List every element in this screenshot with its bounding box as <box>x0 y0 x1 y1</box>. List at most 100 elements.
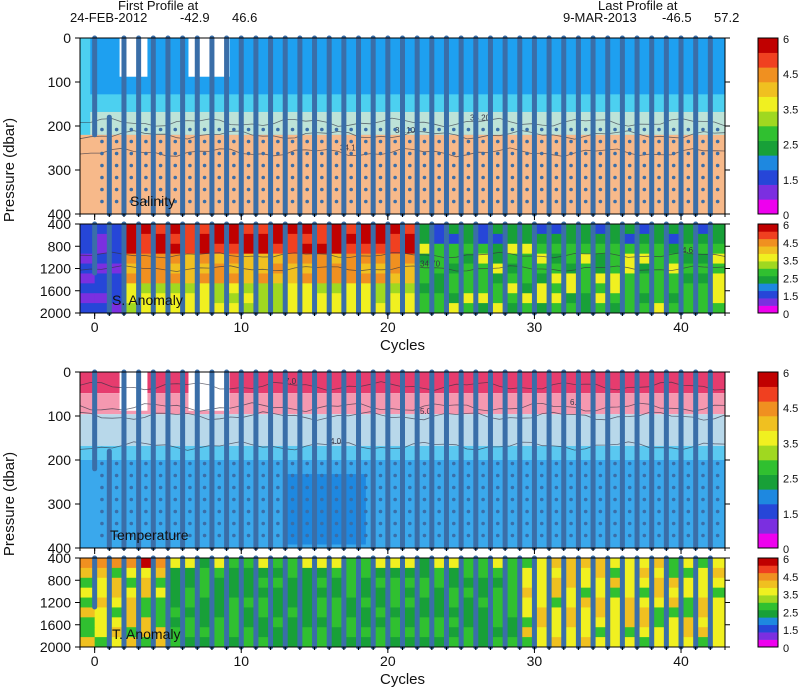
anomaly-cell <box>637 293 653 304</box>
sample-dot <box>173 461 178 466</box>
colorbar-cell <box>758 96 778 112</box>
anomaly-cell <box>329 567 345 579</box>
anomaly-cell <box>94 283 110 294</box>
anomaly-cell <box>681 567 697 579</box>
anomaly-cell <box>241 303 257 314</box>
sample-dot <box>715 509 720 514</box>
anomaly-cell <box>490 273 506 284</box>
anomaly-cell <box>358 637 374 648</box>
sample-dot <box>261 151 266 156</box>
sample-dot <box>202 163 207 168</box>
sample-dot <box>276 199 280 204</box>
sample-dot <box>642 199 647 204</box>
anomaly-cell <box>622 293 638 304</box>
sample-dot <box>569 175 573 180</box>
sample-dot <box>701 473 705 478</box>
sample-dot <box>525 187 529 192</box>
anomaly-cell <box>461 617 477 628</box>
sample-dot <box>276 521 280 526</box>
anomaly-cell <box>167 627 184 638</box>
anomaly-cell <box>80 607 96 618</box>
anomaly-cell <box>563 243 579 255</box>
anomaly-cell <box>255 627 272 638</box>
anomaly-cell <box>211 567 228 579</box>
sample-dot <box>393 187 397 192</box>
colorbar-cell <box>758 155 778 171</box>
sample-dot <box>583 187 588 192</box>
anomaly-cell <box>622 233 638 245</box>
sample-dot <box>202 127 207 132</box>
sample-dot <box>671 533 676 538</box>
anomaly-cell <box>549 577 565 589</box>
anomaly-cell <box>695 558 711 569</box>
sample-dot <box>466 461 471 466</box>
sample-dot <box>408 187 412 192</box>
sample-dot <box>701 151 705 156</box>
anomaly-cell <box>343 293 360 304</box>
anomaly-cell <box>534 243 550 255</box>
anomaly-cell <box>197 587 213 599</box>
sample-dot <box>701 533 705 538</box>
missing-data <box>188 38 230 77</box>
anomaly-cell <box>549 224 565 235</box>
anomaly-cell <box>94 577 110 589</box>
anomaly-cell <box>94 224 110 235</box>
sample-dot <box>642 485 647 490</box>
anomaly-cell <box>431 597 447 608</box>
sample-dot <box>217 199 222 204</box>
anomaly-cell <box>197 567 213 579</box>
sample-dot <box>290 461 295 466</box>
sample-dot <box>569 485 573 490</box>
colorbar-label: 2.5 <box>783 140 798 152</box>
sample-dot <box>144 175 148 180</box>
sample-dot <box>349 127 353 132</box>
anomaly-cell <box>666 263 682 274</box>
x-tick-label: 30 <box>527 653 543 669</box>
anomaly-cell <box>94 253 110 265</box>
anomaly-cell <box>461 283 477 294</box>
sample-dot <box>276 151 280 156</box>
anomaly-cell <box>153 587 169 599</box>
anomaly-cell <box>387 224 403 235</box>
anomaly-cell <box>695 253 711 265</box>
anomaly-cell <box>197 233 213 245</box>
sample-dot <box>437 139 441 144</box>
sample-dot <box>481 163 485 168</box>
sample-dot <box>481 497 485 502</box>
panel-title: S. Anomaly <box>112 292 183 308</box>
anomaly-cell <box>578 627 594 638</box>
sample-dot <box>129 163 134 168</box>
contour-label: 5.0 <box>420 407 432 416</box>
first-profile-lon: 46.6 <box>232 10 258 25</box>
anomaly-cell <box>167 233 184 245</box>
sample-dot <box>554 485 559 490</box>
anomaly-cell <box>578 233 594 245</box>
sample-dot <box>217 485 222 490</box>
sample-dot <box>525 461 529 466</box>
sample-dot <box>246 461 251 466</box>
sample-dot <box>261 175 266 180</box>
sample-dot <box>466 127 471 132</box>
anomaly-cell <box>417 587 433 599</box>
anomaly-cell <box>211 607 228 618</box>
anomaly-cell <box>446 597 462 608</box>
colorbar-label: 0 <box>783 309 789 321</box>
sample-dot <box>290 473 295 478</box>
anomaly-cell <box>94 303 110 314</box>
anomaly-cell <box>387 567 403 579</box>
anomaly-cell <box>314 283 330 294</box>
sample-dot <box>378 497 383 502</box>
anomaly-cell <box>123 224 140 235</box>
sample-dot <box>144 509 148 514</box>
sample-dot <box>539 473 544 478</box>
sample-dot <box>422 199 427 204</box>
sample-dot <box>583 485 588 490</box>
anomaly-cell <box>666 253 682 265</box>
anomaly-cell <box>123 273 140 284</box>
sample-dot <box>261 473 266 478</box>
sample-dot <box>158 151 163 156</box>
anomaly-cell <box>138 617 154 628</box>
anomaly-cell <box>241 273 257 284</box>
colorbar-label: 6 <box>783 220 789 232</box>
anomaly-cell <box>123 617 140 628</box>
